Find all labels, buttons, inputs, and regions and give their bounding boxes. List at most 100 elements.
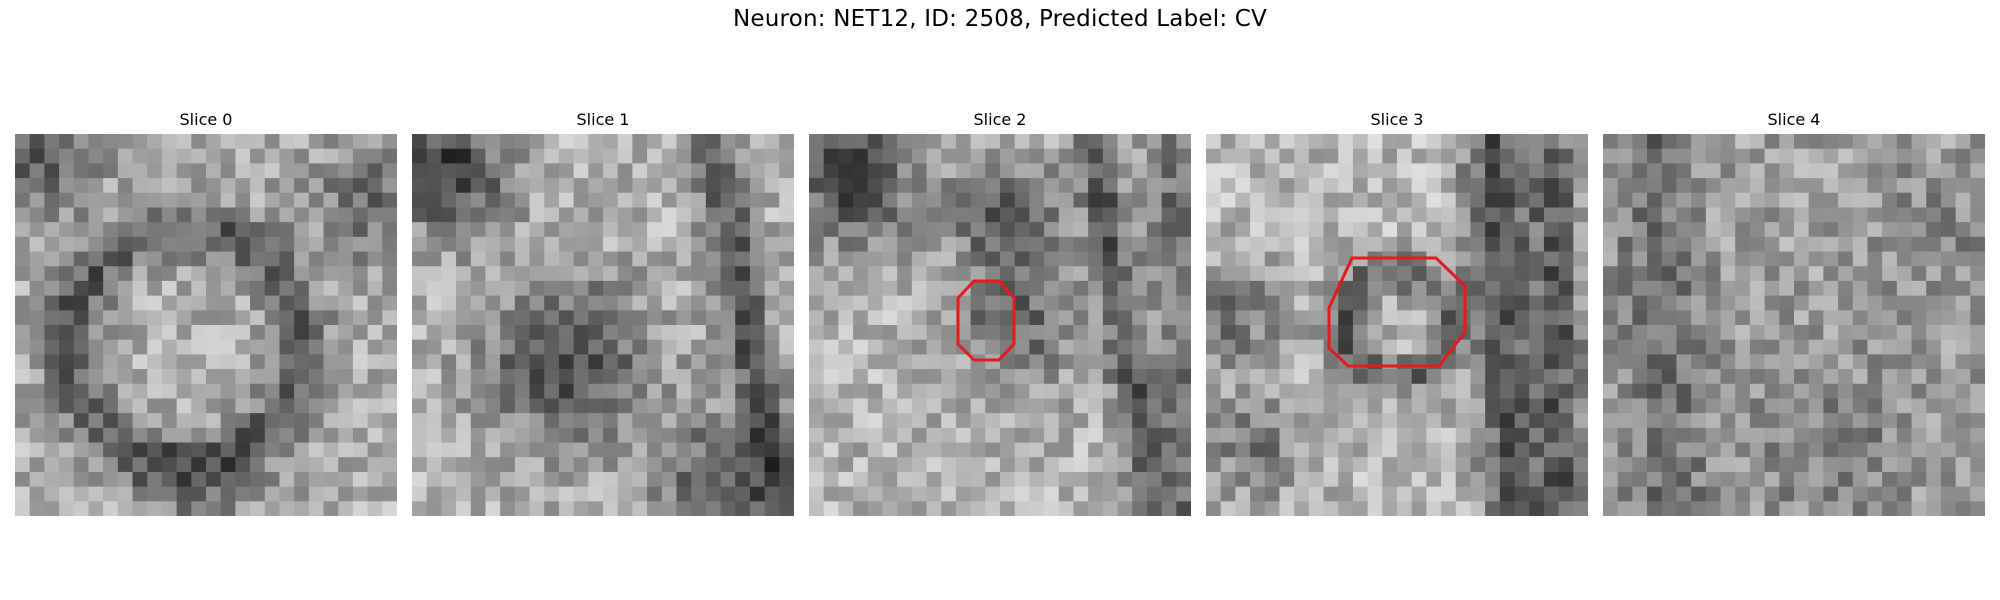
pixel <box>1808 501 1824 516</box>
pixel <box>1705 310 1722 326</box>
pixel <box>1250 236 1266 253</box>
pixel <box>1647 442 1663 458</box>
pixel <box>1823 310 1839 326</box>
pixel <box>1911 339 1927 355</box>
pixel <box>720 222 736 238</box>
pixel <box>1661 325 1678 341</box>
pixel <box>838 354 854 370</box>
pixel <box>1632 325 1648 341</box>
pixel <box>117 486 134 502</box>
pixel <box>823 413 839 429</box>
pixel <box>603 192 619 209</box>
pixel <box>514 280 531 297</box>
pixel <box>1838 192 1854 209</box>
pixel <box>176 383 192 400</box>
pixel <box>117 310 134 326</box>
pixel <box>1000 383 1016 400</box>
pixel <box>1691 398 1707 414</box>
pixel <box>1867 134 1883 150</box>
pixel <box>1499 178 1516 194</box>
pixel <box>1543 339 1560 355</box>
pixel <box>29 266 45 282</box>
pixel <box>44 442 60 458</box>
pixel <box>779 369 794 385</box>
pixel <box>59 222 75 238</box>
pixel <box>1485 280 1501 297</box>
pixel <box>367 134 383 150</box>
pixel <box>1676 457 1692 473</box>
pixel <box>1661 457 1678 473</box>
pixel <box>838 280 854 297</box>
pixel <box>853 207 869 223</box>
pixel <box>970 325 986 341</box>
pixel <box>1882 207 1898 223</box>
pixel <box>661 134 678 150</box>
pixel <box>617 236 633 253</box>
pixel <box>1705 398 1722 414</box>
pixel <box>1911 222 1927 238</box>
pixel <box>970 295 986 311</box>
pixel <box>514 486 531 502</box>
pixel <box>191 280 207 297</box>
pixel <box>15 266 31 282</box>
pixel <box>382 222 397 238</box>
pixel <box>1235 222 1251 238</box>
pixel <box>1132 427 1148 444</box>
pixel <box>103 222 119 238</box>
pixel <box>1779 486 1795 502</box>
pixel <box>1382 134 1398 150</box>
pixel <box>1073 398 1089 414</box>
pixel <box>1970 192 1985 209</box>
pixel <box>1161 222 1177 238</box>
pixel <box>1485 383 1501 400</box>
pixel <box>691 163 707 179</box>
pixel <box>412 310 428 326</box>
pixel <box>1426 457 1442 473</box>
pixel <box>1603 280 1619 297</box>
pixel <box>279 222 295 238</box>
pixel <box>1102 295 1119 311</box>
pixel <box>1058 192 1075 209</box>
pixel <box>735 222 751 238</box>
pixel <box>1441 251 1457 267</box>
pixel <box>1632 354 1648 370</box>
pixel <box>1220 369 1236 385</box>
pixel <box>1485 251 1501 267</box>
pixel <box>764 486 780 502</box>
pixel <box>1029 383 1045 400</box>
pixel <box>161 295 178 311</box>
pixel <box>544 383 560 400</box>
pixel <box>1896 486 1913 502</box>
pixel <box>1000 369 1016 385</box>
pixel <box>73 207 90 223</box>
pixel <box>1573 442 1588 458</box>
pixel <box>838 369 854 385</box>
pixel <box>809 266 825 282</box>
pixel <box>1911 471 1927 488</box>
pixel <box>500 134 516 150</box>
pixel <box>1367 442 1383 458</box>
pixel <box>764 222 780 238</box>
pixel <box>73 236 90 253</box>
pixel <box>897 427 913 444</box>
pixel <box>1352 501 1369 516</box>
pixel <box>1146 427 1163 444</box>
pixel <box>29 339 45 355</box>
pixel <box>588 192 604 209</box>
pixel <box>1647 236 1663 253</box>
pixel <box>161 339 178 355</box>
pixel <box>456 427 472 444</box>
pixel <box>117 148 134 164</box>
pixel <box>1514 266 1530 282</box>
pixel <box>1603 339 1619 355</box>
pixel <box>514 501 531 516</box>
pixel <box>147 442 163 458</box>
pixel <box>1102 192 1119 209</box>
pixel <box>735 236 751 253</box>
pixel <box>1514 192 1530 209</box>
pixel <box>1323 192 1339 209</box>
pixel <box>705 471 722 488</box>
pixel <box>294 413 310 429</box>
pixel <box>1647 192 1663 209</box>
pixel <box>132 354 148 370</box>
